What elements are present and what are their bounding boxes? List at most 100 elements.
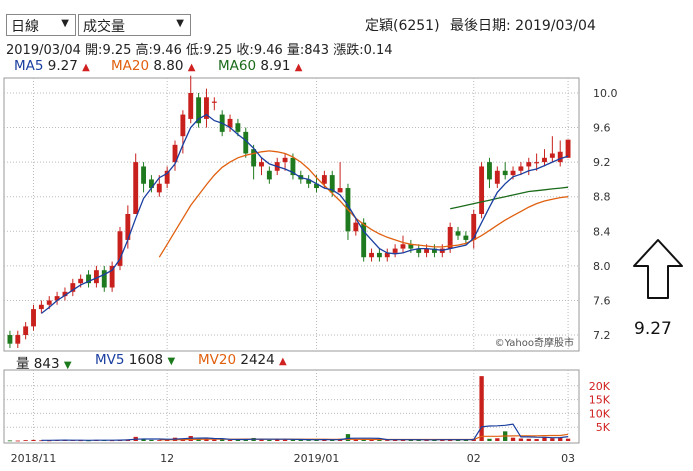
candle-body — [133, 162, 139, 214]
candle-body — [156, 183, 162, 193]
volume-bar — [495, 438, 500, 441]
candle-body — [101, 270, 107, 288]
volume-tick-label: 20K — [589, 380, 611, 393]
candle-body — [361, 222, 367, 258]
volume-bar — [416, 439, 421, 441]
volume-bar — [345, 434, 351, 441]
volume-bar — [361, 439, 366, 441]
volume-bar — [306, 440, 311, 441]
volume-bar — [290, 439, 296, 441]
candle-body — [518, 166, 524, 171]
price-tick-label: 10.0 — [593, 87, 618, 100]
period-select[interactable]: 日線 ▼ — [6, 14, 76, 36]
candle-body — [487, 162, 492, 180]
ma20-legend: MA20 8.80 ▲ — [111, 58, 195, 74]
candle-body — [7, 335, 13, 344]
candle-body — [148, 179, 154, 189]
candle-body — [384, 252, 390, 258]
candle-body — [431, 248, 437, 253]
price-tick-label: 7.6 — [593, 294, 611, 307]
volume-bar — [330, 439, 335, 441]
candle-body — [141, 166, 147, 184]
volume-bar — [424, 440, 429, 441]
candle-body — [447, 226, 453, 249]
volume-bar — [235, 439, 241, 441]
volume-value: 843 — [33, 356, 60, 372]
volume-bar — [534, 439, 539, 441]
volume-bar — [518, 438, 524, 441]
volume-bar — [7, 440, 13, 442]
candle-body — [306, 179, 312, 184]
candle-body — [479, 166, 485, 214]
candle-body — [266, 170, 272, 180]
price-tick-label: 8.0 — [593, 260, 611, 273]
indicator-select[interactable]: 成交量 ▼ — [78, 14, 191, 36]
up-arrow-icon — [633, 239, 683, 299]
candle-body — [227, 118, 233, 128]
candle-body — [54, 296, 60, 301]
candle-body — [526, 162, 532, 167]
volume-bar — [212, 439, 217, 441]
volume-bar — [31, 439, 36, 441]
volume-bar — [455, 439, 461, 441]
side-value: 9.27 — [634, 319, 672, 339]
candle-body — [211, 101, 217, 103]
mv5-value: 1608 — [128, 352, 164, 368]
candle-body — [15, 335, 21, 344]
candle-body — [31, 309, 36, 327]
time-tick-label: 2018/11 — [11, 452, 57, 465]
volume-bar — [565, 438, 571, 441]
volume-bar — [550, 438, 555, 441]
volume-bar — [377, 439, 382, 441]
ma20-value: 8.80 — [153, 58, 184, 74]
candle-body — [172, 144, 178, 163]
mv5-legend: MV5 1608 ▼ — [95, 352, 175, 368]
candle-body — [471, 214, 477, 240]
volume-bar — [39, 440, 44, 442]
candle-body — [46, 300, 52, 305]
volume-bar — [259, 439, 264, 441]
ma5-legend: MA5 9.27 ▲ — [14, 58, 90, 74]
volume-bar — [400, 439, 406, 441]
candle-body — [282, 157, 288, 163]
candle-body — [251, 149, 257, 167]
candle-body — [557, 151, 563, 163]
candle-body — [542, 157, 547, 163]
volume-bar — [314, 439, 319, 441]
price-tick-label: 7.2 — [593, 329, 611, 342]
volume-bar — [369, 439, 374, 441]
candle-body — [117, 231, 123, 266]
candle-body — [38, 304, 44, 310]
volume-bar — [204, 439, 209, 441]
candle-body — [78, 278, 84, 284]
candle-body — [180, 114, 186, 137]
ma5-value: 9.27 — [47, 58, 78, 74]
candle-body — [549, 153, 555, 158]
indicator-select-value: 成交量 — [83, 19, 125, 35]
chevron-down-icon: ▼ — [176, 18, 184, 29]
volume-bar — [23, 440, 28, 441]
price-panel-frame — [3, 77, 580, 352]
volume-bar — [392, 439, 398, 441]
candle-body — [125, 214, 131, 240]
candle-body — [534, 162, 540, 164]
price-tick-label: 8.4 — [593, 225, 611, 238]
candle-body — [408, 244, 414, 249]
candle-body — [23, 326, 29, 336]
volume-bar — [526, 438, 531, 441]
trend-up-icon: ▲ — [82, 62, 90, 73]
candle-body — [392, 248, 398, 253]
candle-body — [86, 274, 91, 284]
volume-legend: 量 843 ▼ — [16, 352, 72, 372]
stock-label: 定穎(6251) — [365, 18, 440, 34]
mv20-legend: MV20 2424 ▲ — [198, 352, 287, 368]
candle-body — [565, 139, 571, 158]
mv5-line — [41, 423, 569, 441]
volume-bar — [558, 437, 563, 441]
mv20-name: MV20 — [198, 352, 237, 368]
last-date-label: 最後日期: 2019/03/04 — [450, 18, 596, 34]
candle-body — [400, 244, 406, 249]
price-tick-label: 8.8 — [593, 191, 611, 204]
volume-bar — [141, 439, 146, 441]
